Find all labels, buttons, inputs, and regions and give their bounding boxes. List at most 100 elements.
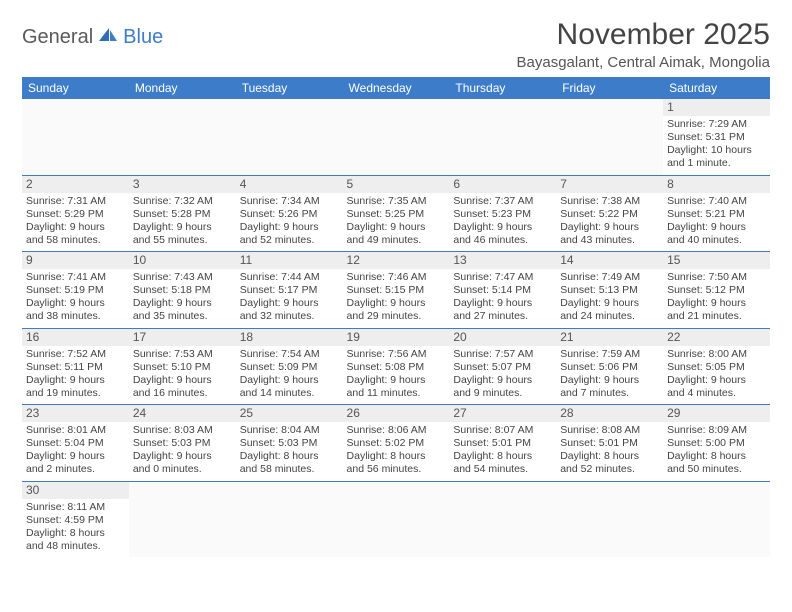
sunset-line: Sunset: 5:28 PM <box>133 208 232 221</box>
sunset-line: Sunset: 5:03 PM <box>133 437 232 450</box>
sunset-line: Sunset: 5:12 PM <box>667 284 766 297</box>
daylight-line: Daylight: 9 hours and 2 minutes. <box>26 450 125 476</box>
sunset-line: Sunset: 5:29 PM <box>26 208 125 221</box>
calendar-cell: 9Sunrise: 7:41 AMSunset: 5:19 PMDaylight… <box>22 252 129 329</box>
calendar-cell: 23Sunrise: 8:01 AMSunset: 5:04 PMDayligh… <box>22 405 129 482</box>
sunrise-line: Sunrise: 7:56 AM <box>347 348 446 361</box>
day-number: 4 <box>236 176 343 193</box>
sunset-line: Sunset: 5:09 PM <box>240 361 339 374</box>
sunset-line: Sunset: 5:05 PM <box>667 361 766 374</box>
sunrise-line: Sunrise: 8:11 AM <box>26 501 125 514</box>
weekday-header: Tuesday <box>236 77 343 99</box>
calendar-cell <box>343 99 450 175</box>
day-number: 1 <box>663 99 770 116</box>
calendar-cell <box>22 99 129 175</box>
sunset-line: Sunset: 5:10 PM <box>133 361 232 374</box>
calendar-cell <box>556 99 663 175</box>
sunset-line: Sunset: 5:02 PM <box>347 437 446 450</box>
day-number: 22 <box>663 329 770 346</box>
sunrise-line: Sunrise: 7:54 AM <box>240 348 339 361</box>
day-number: 10 <box>129 252 236 269</box>
sunset-line: Sunset: 5:03 PM <box>240 437 339 450</box>
day-number: 19 <box>343 329 450 346</box>
day-number: 6 <box>449 176 556 193</box>
sunrise-line: Sunrise: 7:38 AM <box>560 195 659 208</box>
daylight-line: Daylight: 9 hours and 29 minutes. <box>347 297 446 323</box>
calendar-cell: 12 Sunrise: 7:46 AMSunset: 5:15 PMDayligh… <box>343 252 450 329</box>
sunrise-line: Sunrise: 8:06 AM <box>347 424 446 437</box>
calendar-cell <box>129 99 236 175</box>
weekday-header: Friday <box>556 77 663 99</box>
daylight-line: Daylight: 9 hours and 46 minutes. <box>453 221 552 247</box>
daylight-line: Daylight: 9 hours and 24 minutes. <box>560 297 659 323</box>
sunrise-line: Sunrise: 7:59 AM <box>560 348 659 361</box>
daylight-line: Daylight: 9 hours and 40 minutes. <box>667 221 766 247</box>
daylight-line: Daylight: 9 hours and 43 minutes. <box>560 221 659 247</box>
sunset-line: Sunset: 5:01 PM <box>453 437 552 450</box>
daylight-line: Daylight: 9 hours and 7 minutes. <box>560 374 659 400</box>
calendar-cell: 11Sunrise: 7:44 AMSunset: 5:17 PMDayligh… <box>236 252 343 329</box>
calendar-cell: 16Sunrise: 7:52 AMSunset: 5:11 PMDayligh… <box>22 328 129 405</box>
daylight-line: Daylight: 8 hours and 58 minutes. <box>240 450 339 476</box>
daylight-line: Daylight: 8 hours and 56 minutes. <box>347 450 446 476</box>
daylight-line: Daylight: 9 hours and 52 minutes. <box>240 221 339 247</box>
sunset-line: Sunset: 5:07 PM <box>453 361 552 374</box>
sunset-line: Sunset: 5:25 PM <box>347 208 446 221</box>
calendar-cell: 15Sunrise: 7:50 AMSunset: 5:12 PMDayligh… <box>663 252 770 329</box>
sunrise-line: Sunrise: 7:47 AM <box>453 271 552 284</box>
calendar-cell: 19Sunrise: 7:56 AMSunset: 5:08 PMDayligh… <box>343 328 450 405</box>
daylight-line: Daylight: 8 hours and 48 minutes. <box>26 527 125 553</box>
daylight-line: Daylight: 9 hours and 32 minutes. <box>240 297 339 323</box>
sunset-line: Sunset: 5:06 PM <box>560 361 659 374</box>
daylight-line: Daylight: 9 hours and 14 minutes. <box>240 374 339 400</box>
day-number: 9 <box>22 252 129 269</box>
sunrise-line: Sunrise: 7:37 AM <box>453 195 552 208</box>
day-number: 27 <box>449 405 556 422</box>
daylight-line: Daylight: 9 hours and 19 minutes. <box>26 374 125 400</box>
daylight-line: Daylight: 9 hours and 55 minutes. <box>133 221 232 247</box>
logo-text-general: General <box>22 26 93 49</box>
sunrise-line: Sunrise: 8:07 AM <box>453 424 552 437</box>
calendar-cell: 18Sunrise: 7:54 AMSunset: 5:09 PMDayligh… <box>236 328 343 405</box>
daylight-line: Daylight: 9 hours and 16 minutes. <box>133 374 232 400</box>
sunset-line: Sunset: 5:11 PM <box>26 361 125 374</box>
sunset-line: Sunset: 5:31 PM <box>667 131 766 144</box>
calendar-cell: 2Sunrise: 7:31 AMSunset: 5:29 PMDaylight… <box>22 175 129 252</box>
sunset-line: Sunset: 5:01 PM <box>560 437 659 450</box>
day-number: 23 <box>22 405 129 422</box>
calendar-cell: 1Sunrise: 7:29 AMSunset: 5:31 PMDaylight… <box>663 99 770 175</box>
sunset-line: Sunset: 5:17 PM <box>240 284 339 297</box>
day-number: 11 <box>236 252 343 269</box>
day-number: 28 <box>556 405 663 422</box>
sunrise-line: Sunrise: 7:50 AM <box>667 271 766 284</box>
day-number: 20 <box>449 329 556 346</box>
calendar-cell: 26Sunrise: 8:06 AMSunset: 5:02 PMDayligh… <box>343 405 450 482</box>
sunrise-line: Sunrise: 8:01 AM <box>26 424 125 437</box>
calendar-cell <box>129 481 236 557</box>
calendar-cell <box>449 481 556 557</box>
day-number: 14 <box>556 252 663 269</box>
day-number: 12 <box>343 252 450 269</box>
calendar-cell <box>236 99 343 175</box>
sunset-line: Sunset: 5:13 PM <box>560 284 659 297</box>
day-number: 16 <box>22 329 129 346</box>
daylight-line: Daylight: 9 hours and 21 minutes. <box>667 297 766 323</box>
sunset-line: Sunset: 5:15 PM <box>347 284 446 297</box>
day-number: 24 <box>129 405 236 422</box>
calendar-cell: 4Sunrise: 7:34 AMSunset: 5:26 PMDaylight… <box>236 175 343 252</box>
calendar-cell <box>236 481 343 557</box>
sunset-line: Sunset: 5:22 PM <box>560 208 659 221</box>
calendar-cell: 24Sunrise: 8:03 AMSunset: 5:03 PMDayligh… <box>129 405 236 482</box>
sunrise-line: Sunrise: 7:46 AM <box>347 271 446 284</box>
calendar-cell: 20Sunrise: 7:57 AMSunset: 5:07 PMDayligh… <box>449 328 556 405</box>
calendar-cell <box>343 481 450 557</box>
sunrise-line: Sunrise: 7:40 AM <box>667 195 766 208</box>
title-block: November 2025 Bayasgalant, Central Aimak… <box>517 18 770 71</box>
calendar-cell: 28Sunrise: 8:08 AMSunset: 5:01 PMDayligh… <box>556 405 663 482</box>
sunrise-line: Sunrise: 8:09 AM <box>667 424 766 437</box>
day-number: 17 <box>129 329 236 346</box>
calendar-table: SundayMondayTuesdayWednesdayThursdayFrid… <box>22 77 770 557</box>
sunset-line: Sunset: 5:26 PM <box>240 208 339 221</box>
header: General Blue November 2025 Bayasgalant, … <box>22 18 770 71</box>
sunset-line: Sunset: 5:19 PM <box>26 284 125 297</box>
